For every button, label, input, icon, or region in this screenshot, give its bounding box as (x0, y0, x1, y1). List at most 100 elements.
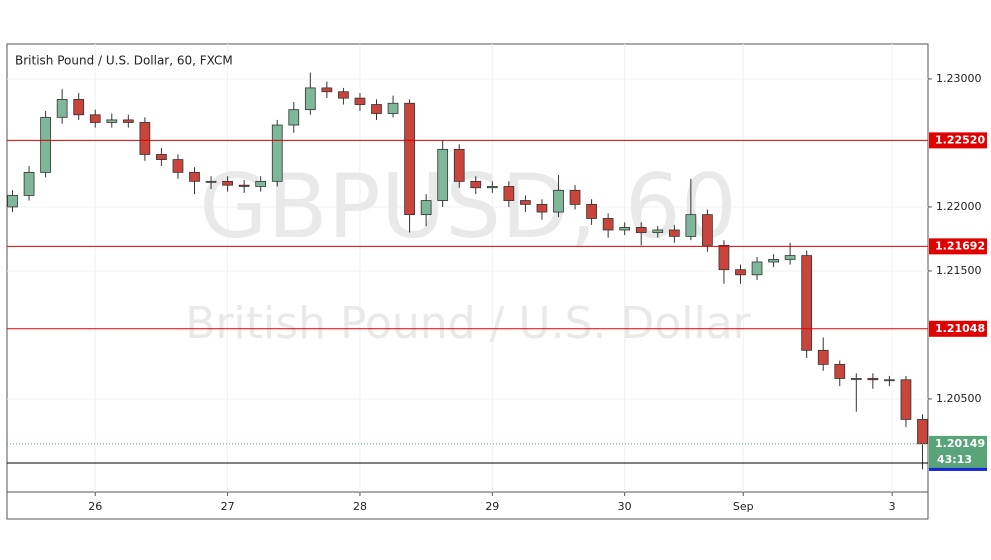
candle (619, 222, 631, 236)
candle-body (371, 104, 382, 114)
x-tick-label: 27 (221, 500, 235, 513)
candle (867, 373, 879, 389)
candle-body (404, 102, 415, 216)
candle-body (801, 255, 813, 351)
candle-body (784, 255, 796, 260)
candle (139, 117, 151, 161)
candle-body (702, 214, 713, 246)
candle (735, 264, 746, 284)
candle-body (321, 87, 333, 93)
candle-body (917, 419, 928, 445)
candle-body (354, 97, 366, 105)
candle (751, 256, 763, 280)
candle-body (553, 189, 564, 213)
candle-body (73, 99, 85, 116)
candle-body (106, 119, 118, 123)
candle (635, 222, 647, 246)
candle (553, 174, 564, 218)
candle (801, 250, 813, 358)
x-tick-label: 3 (889, 500, 896, 513)
candle-body (288, 109, 300, 126)
level-label: 1.22520 (935, 133, 985, 146)
candle-body (238, 184, 250, 187)
candle (453, 144, 465, 188)
watermark-symbol: GBPUSD, 60 (199, 155, 737, 258)
candle (702, 209, 713, 252)
candle-body (56, 99, 68, 118)
candle (122, 114, 134, 128)
x-tick-label: Sep (733, 500, 754, 513)
y-tick-label: 1.22000 (936, 200, 982, 213)
candle (371, 99, 382, 120)
frame (6, 43, 929, 520)
candle (205, 176, 217, 190)
candle-body (850, 378, 862, 380)
candle-body (387, 102, 399, 114)
candle (304, 72, 316, 115)
x-tick-label: 28 (353, 500, 367, 513)
candle-body (89, 114, 101, 123)
y-tick-label: 1.23000 (936, 72, 982, 85)
candle (156, 148, 167, 166)
candle (503, 181, 515, 207)
candle-body (172, 159, 184, 173)
candle (884, 375, 895, 387)
candle-body (503, 186, 515, 201)
level-label: 1.21048 (935, 322, 985, 335)
candle (106, 113, 118, 128)
candle (586, 199, 597, 225)
candle-body (338, 91, 349, 99)
candle-body (685, 214, 697, 237)
watermark: GBPUSD, 60 British Pound / U.S. Dollar (185, 155, 751, 349)
candle-body (255, 180, 267, 187)
candle-body (884, 379, 895, 382)
candle (89, 109, 101, 128)
header-title: British Pound / U.S. Dollar, 60, FXCM (15, 54, 233, 68)
candle (652, 226, 664, 238)
candle-body (156, 154, 167, 160)
candle (288, 101, 300, 133)
current-price-bg (929, 435, 987, 468)
candle-body (437, 148, 449, 201)
candle-body (718, 244, 730, 271)
candle-body (122, 119, 134, 123)
candle (817, 337, 829, 371)
candle (73, 93, 85, 120)
candle (569, 185, 581, 210)
candle (7, 190, 18, 213)
candle (189, 167, 200, 195)
candle (271, 119, 283, 187)
candle (470, 176, 482, 195)
candle-body (139, 122, 151, 155)
x-tick-label: 26 (88, 500, 102, 513)
candle-body (470, 180, 482, 189)
y-tick-label: 1.21500 (936, 264, 982, 277)
candle (718, 240, 730, 284)
grid (7, 44, 928, 492)
candle (40, 110, 51, 178)
candle (387, 95, 399, 118)
candle (900, 375, 912, 428)
candle-body (867, 378, 879, 381)
candle (685, 178, 697, 241)
candle (420, 194, 432, 227)
candle-body (40, 116, 51, 173)
x-tick-label: 29 (485, 500, 499, 513)
candle (238, 180, 250, 193)
candle-body (189, 171, 200, 182)
candle (834, 360, 846, 387)
candle-body (486, 186, 498, 189)
candle (768, 254, 779, 268)
candle-body (222, 180, 233, 186)
candle-body (668, 229, 680, 237)
countdown-label: 43:13 (937, 453, 972, 466)
candle (437, 140, 449, 207)
watermark-description: British Pound / U.S. Dollar (185, 298, 751, 349)
y-tick-label: 1.20500 (936, 392, 982, 405)
level-label-bg (929, 132, 987, 149)
candle-body (304, 87, 316, 111)
level-label-bg (929, 320, 987, 337)
current-price-label: 1.20149 (935, 437, 985, 450)
